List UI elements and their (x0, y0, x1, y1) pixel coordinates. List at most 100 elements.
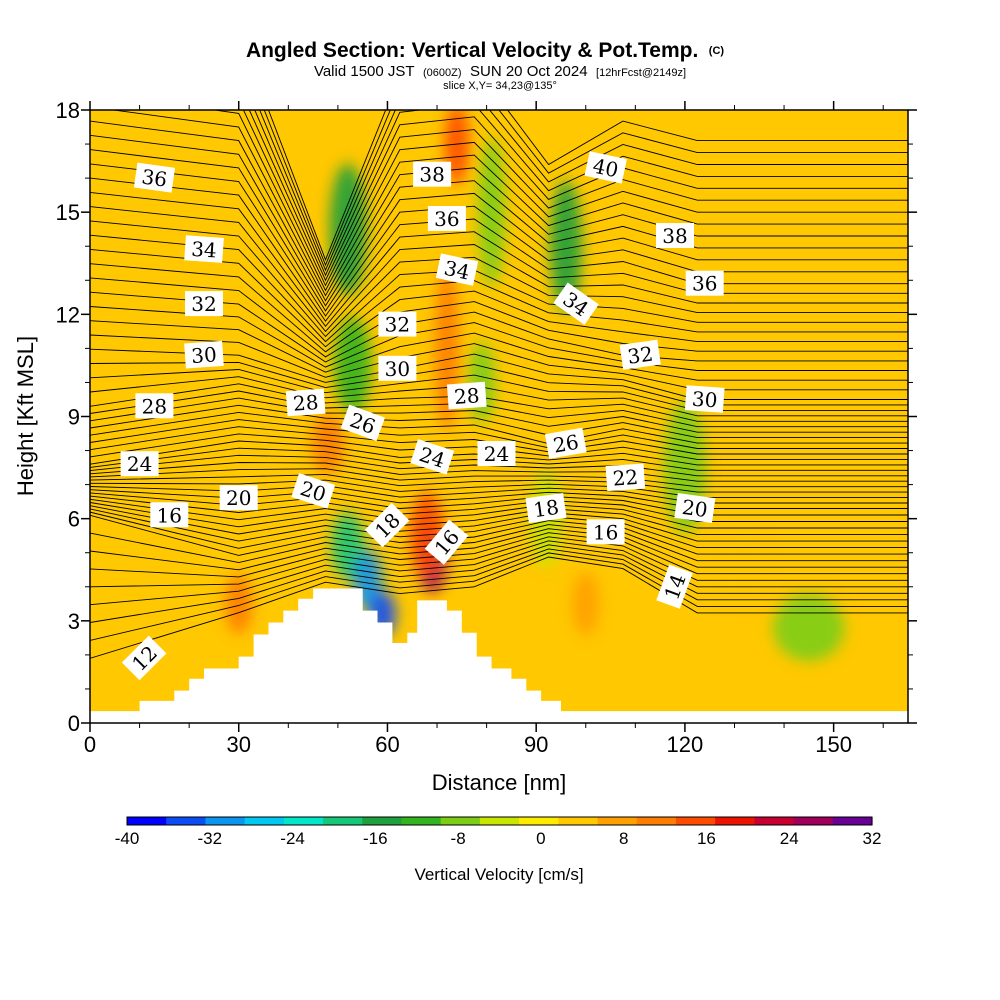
theta-contour (90, 468, 908, 488)
theta-contour (90, 177, 908, 322)
theta-contour (90, 369, 908, 411)
theta-contour (90, 473, 908, 493)
contour-label: 36 (133, 162, 176, 193)
contour-label: 38 (413, 161, 452, 187)
velocity-feature (478, 138, 505, 287)
theta-contour (242, 110, 908, 287)
svg-text:36: 36 (692, 272, 717, 296)
contour-label: 38 (656, 223, 694, 248)
svg-text:40: 40 (591, 154, 621, 183)
svg-text:24: 24 (484, 442, 509, 466)
contour-label: 28 (446, 381, 487, 410)
velocity-feature (312, 413, 344, 474)
colorbar-swatch (166, 817, 207, 825)
contour-label: 28 (285, 388, 326, 417)
colorbar-swatch (715, 817, 755, 825)
theta-contour (90, 397, 908, 433)
colorbar-swatch (244, 817, 285, 825)
colorbar-swatch (675, 817, 716, 825)
contour-label: 32 (378, 311, 417, 337)
contour-label: 20 (219, 485, 258, 511)
theta-contour (90, 334, 908, 391)
contour-label: 24 (120, 451, 159, 477)
contour-label: 32 (619, 339, 661, 370)
svg-text:30: 30 (691, 387, 718, 413)
colorbar-tick-label: -32 (198, 829, 223, 848)
colorbar-tick-label: -16 (363, 829, 388, 848)
colorbar-swatch (479, 817, 520, 825)
svg-text:26: 26 (551, 430, 580, 458)
colorbar-tick-label: 24 (780, 829, 799, 848)
contour-label: 36 (685, 270, 724, 296)
colorbar-swatch (597, 817, 638, 825)
svg-text:30: 30 (385, 357, 410, 381)
colorbar-tick-label: 32 (863, 829, 882, 848)
x-tick-label: 90 (524, 732, 548, 757)
theta-contour (90, 404, 908, 439)
theta-contour (90, 440, 908, 466)
svg-text:20: 20 (681, 495, 710, 522)
theta-contour (268, 110, 908, 262)
x-axis-title: Distance [nm] (432, 770, 567, 795)
contour-label: 20 (291, 473, 336, 509)
theta-contour (254, 110, 908, 277)
theta-contour (90, 502, 908, 536)
colorbar-swatch (636, 817, 677, 825)
svg-text:28: 28 (142, 394, 167, 418)
colorbar-tick-label: 0 (536, 829, 545, 848)
colorbar-swatch (558, 817, 599, 825)
slice-info: slice X,Y= 34,23@135° (443, 80, 557, 92)
colorbar-swatch (401, 817, 442, 825)
velocity-feature (773, 594, 845, 661)
x-tick-label: 0 (84, 732, 96, 757)
svg-text:16: 16 (157, 503, 182, 527)
colorbar-swatch (127, 817, 167, 825)
theta-contour (263, 110, 908, 267)
y-tick-label: 0 (68, 711, 80, 736)
svg-text:32: 32 (191, 292, 216, 316)
svg-text:34: 34 (442, 256, 472, 285)
contour-label: 16 (150, 502, 189, 528)
theta-contour (90, 291, 908, 363)
y-tick-label: 18 (56, 98, 80, 123)
velocity-feature (329, 163, 367, 295)
theta-contour (90, 532, 908, 575)
theta-contour (90, 419, 908, 449)
theta-contour (90, 433, 908, 460)
colorbar-swatch (754, 817, 795, 825)
velocity-feature (272, 180, 305, 312)
velocity-feature (572, 572, 600, 636)
colorbar-tick-label: -8 (451, 829, 466, 848)
colorbar-swatch (793, 817, 834, 825)
svg-text:36: 36 (434, 207, 459, 231)
contour-label: 40 (584, 151, 627, 184)
contour-label: 32 (185, 291, 223, 317)
theta-contour (90, 163, 908, 317)
svg-text:20: 20 (226, 486, 251, 510)
chart-title: Angled Section: Vertical Velocity & Pot.… (246, 39, 724, 62)
colorbar-tick-label: 16 (697, 829, 716, 848)
theta-contour (90, 277, 908, 358)
y-tick-label: 15 (56, 200, 80, 225)
contour-label: 34 (184, 235, 224, 263)
theta-contour (90, 348, 908, 400)
theta-contour (90, 361, 908, 406)
colorbar-tick-label: -24 (280, 829, 305, 848)
svg-text:30: 30 (190, 342, 217, 368)
svg-text:32: 32 (385, 313, 410, 337)
theta-contour (211, 110, 908, 292)
theta-contour (90, 479, 908, 499)
velocity-feature (723, 529, 766, 610)
y-tick-label: 12 (56, 302, 80, 327)
terrain (90, 588, 908, 723)
valid-time: Valid 1500 JST (0600Z) SUN 20 Oct 2024 [… (314, 63, 686, 80)
svg-text:22: 22 (612, 465, 639, 491)
contour-label: 34 (435, 253, 479, 286)
y-tick-label: 3 (68, 609, 80, 634)
colorbar-swatch (440, 817, 481, 825)
theta-contour (90, 485, 908, 504)
svg-text:38: 38 (662, 224, 687, 248)
theta-contour (90, 454, 908, 477)
theta-contour (110, 110, 908, 297)
theta-contour (90, 528, 908, 568)
